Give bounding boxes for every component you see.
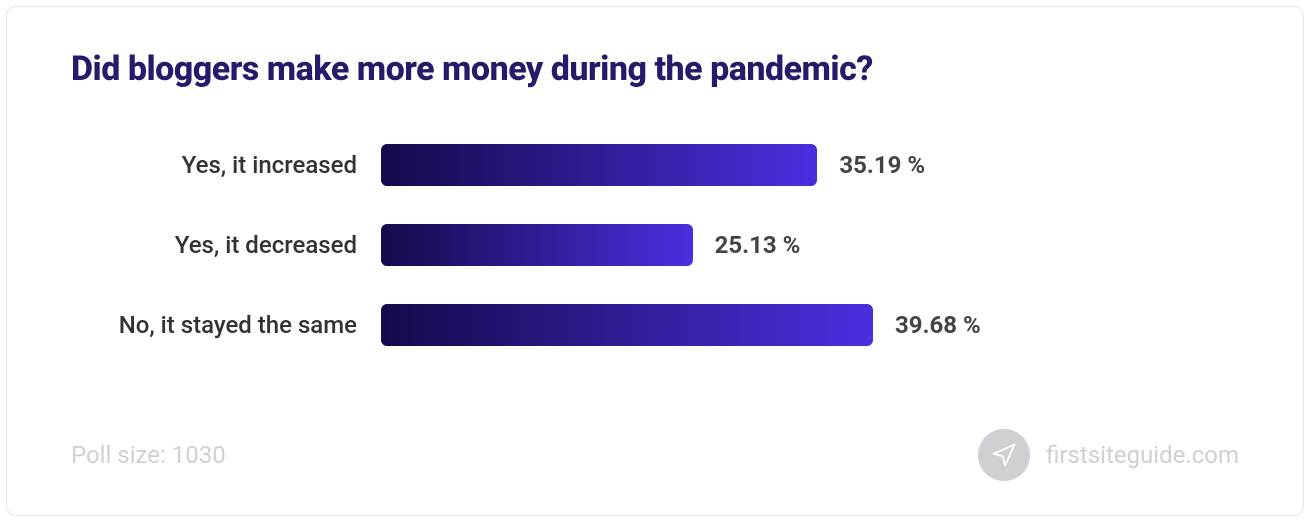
bar-label: No, it stayed the same (71, 311, 381, 339)
bar-track: 39.68 % (381, 304, 1001, 346)
bar-value: 35.19 % (817, 151, 925, 179)
attribution-text: firstsiteguide.com (1046, 441, 1239, 469)
bar-label: Yes, it decreased (71, 231, 381, 259)
attribution: firstsiteguide.com (978, 429, 1239, 481)
chart-card: Did bloggers make more money during the … (6, 6, 1304, 516)
bar-value: 25.13 % (693, 231, 801, 259)
bar-fill (381, 144, 817, 186)
chart-title: Did bloggers make more money during the … (71, 51, 1239, 88)
poll-size-label: Poll size: 1030 (71, 441, 226, 469)
bar-fill (381, 304, 873, 346)
chart-rows: Yes, it increased 35.19 % Yes, it decrea… (71, 144, 1239, 346)
bar-value: 39.68 % (873, 311, 981, 339)
bar-track: 35.19 % (381, 144, 1001, 186)
bar-row: Yes, it decreased 25.13 % (71, 224, 1239, 266)
bar-row: No, it stayed the same 39.68 % (71, 304, 1239, 346)
paper-plane-icon (978, 429, 1030, 481)
bar-fill (381, 224, 693, 266)
bar-track: 25.13 % (381, 224, 1001, 266)
bar-row: Yes, it increased 35.19 % (71, 144, 1239, 186)
chart-footer: Poll size: 1030 firstsiteguide.com (71, 429, 1239, 481)
bar-label: Yes, it increased (71, 151, 381, 179)
